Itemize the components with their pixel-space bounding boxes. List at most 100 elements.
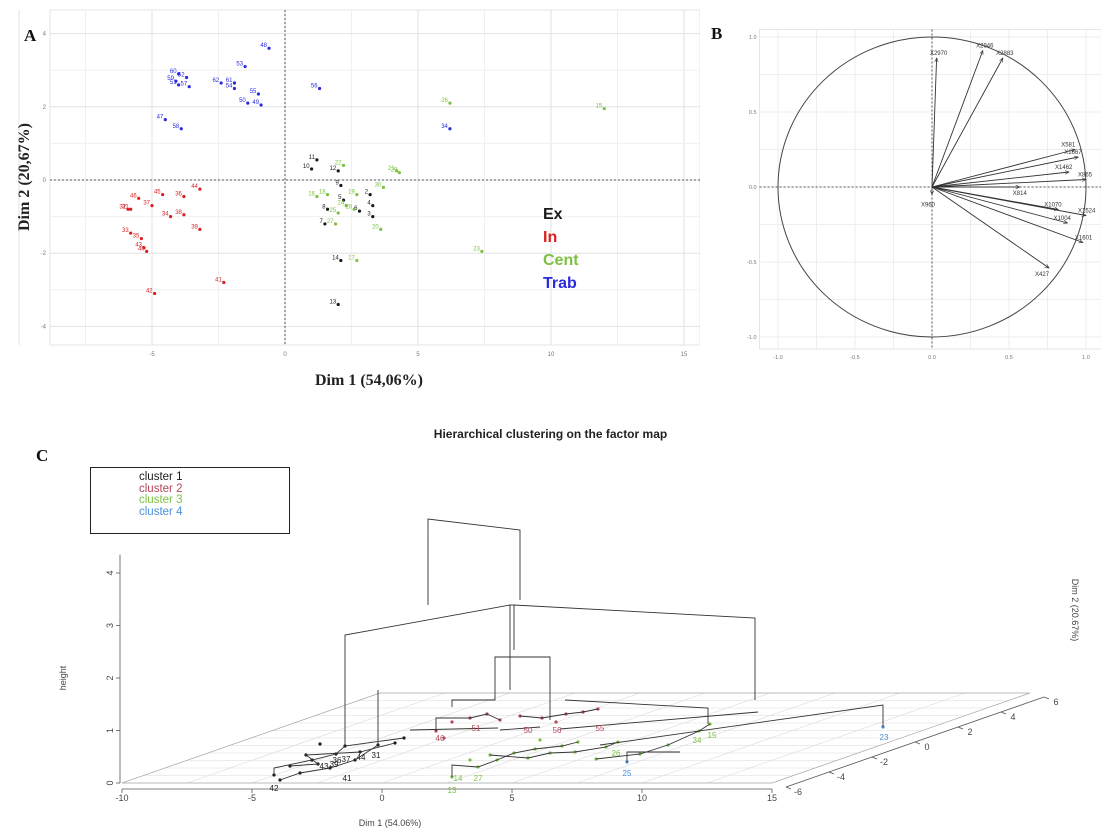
panel-a-point-label: 2 <box>365 190 369 196</box>
panel-a-point <box>198 187 202 191</box>
panel-a-point-label: 19 <box>348 190 355 196</box>
panel-a-point-label: 22 <box>335 160 342 166</box>
panel-a-x-axis-title: Dim 1 (54,06%) <box>315 372 423 389</box>
panel-b-vector-label: X1667 <box>1064 150 1082 156</box>
panel-a-point <box>336 302 340 307</box>
panel-a-point-label: 39 <box>191 224 198 230</box>
panel-c-dendrogram-branch <box>409 727 499 731</box>
panel-a-point <box>174 79 178 83</box>
panel-c-leaf-point <box>318 742 322 746</box>
panel-c-y-tick <box>871 756 878 760</box>
panel-c-leaf-label: 55 <box>596 724 605 733</box>
panel-a-point-label: 62 <box>212 78 219 84</box>
panel-a-point-label: 26 <box>441 98 448 104</box>
panel-a-point <box>187 85 191 89</box>
panel-a-point <box>333 222 338 226</box>
panel-c-leaf-label: 46 <box>436 734 445 743</box>
panel-a-point-label: 43 <box>135 243 142 249</box>
panel-a-point-label: 20 <box>372 224 379 230</box>
panel-c-dendrogram-branch <box>513 604 756 700</box>
panel-a-point <box>397 171 401 175</box>
panel-c-legend-entry: cluster 4 <box>139 505 183 518</box>
panel-a-point-label: 11 <box>309 155 316 161</box>
panel-a-point-label: 31 <box>122 204 129 210</box>
panel-a-point <box>325 193 330 197</box>
panel-a-point-label: 21 <box>388 166 395 172</box>
panel-c-y-tick-label: 2 <box>967 727 972 737</box>
panel-a-point-label: 49 <box>252 100 259 106</box>
panel-c-legend-entry: cluster 2 <box>139 482 183 495</box>
panel-a-point-label: 10 <box>303 164 310 170</box>
panel-c-dendrogram-branch <box>451 690 496 707</box>
panel-c-dendrogram-branch <box>559 711 759 730</box>
panel-c-leaf-label: 31 <box>372 751 381 760</box>
panel-c-leaf-point <box>554 720 558 724</box>
panel-c-z-axis-title: height <box>58 665 68 690</box>
panel-a-point <box>448 101 452 105</box>
panel-c-y-axis-title: Dim 2 (20.67%) <box>1070 579 1080 642</box>
panel-a-point-label: 24 <box>337 201 344 207</box>
panel-a-point-label: 36 <box>175 191 182 197</box>
panel-c-z-tick-label: 4 <box>105 570 115 575</box>
panel-b-y-tick-label: -0.5 <box>747 260 756 266</box>
panel-a-y-tick-label: 0 <box>43 178 47 184</box>
panel-c-dendrogram-branch <box>599 704 884 746</box>
panel-a-point <box>169 215 173 219</box>
panel-a-point <box>256 92 260 96</box>
panel-a-point-label: 58 <box>173 124 180 130</box>
panel-b-x-tick-label: -1.0 <box>773 355 782 361</box>
panel-c-x-tick-label: 5 <box>509 793 514 803</box>
panel-c-title: Hierarchical clustering on the factor ma… <box>433 427 668 441</box>
panel-a-y-tick-label: 4 <box>43 32 47 38</box>
panel-b-y-tick-label: 0.0 <box>749 185 757 191</box>
panel-a-point <box>177 83 181 87</box>
panel-a-point <box>182 213 186 217</box>
panel-c-y-tick-label: -6 <box>794 787 802 797</box>
panel-b-vector-arrow <box>931 172 1069 188</box>
panel-a-point <box>184 75 189 80</box>
panel-a-point <box>371 204 375 208</box>
panel-a-point <box>145 249 149 253</box>
panel-a-point <box>339 258 343 263</box>
panel-a-legend-entry: Ex <box>543 206 563 223</box>
panel-a-point-label: 55 <box>250 89 257 95</box>
panel-a-letter: A <box>24 26 37 45</box>
panel-c-merge-line <box>489 741 619 759</box>
panel-c-leaf-label: 42 <box>270 784 279 793</box>
panel-c-leaf-label: 37 <box>342 755 351 764</box>
panel-b-y-tick-label: 0.5 <box>749 110 757 116</box>
panel-a-point-label: 52 <box>178 73 185 79</box>
panel-a-point-label: 38 <box>175 210 182 216</box>
panel-c-legend-entry: cluster 1 <box>139 471 183 483</box>
panel-a-point <box>336 211 340 215</box>
panel-a-y-tick-label: -2 <box>41 251 47 257</box>
panel-a-legend-entry: Cent <box>543 252 579 269</box>
panel-a-point <box>246 101 250 105</box>
panel-c-legend-entry: cluster 3 <box>139 494 183 506</box>
panel-c-leaf-label: 23 <box>880 733 889 742</box>
panel-a-point <box>137 196 141 200</box>
panel-c-merge-line <box>519 708 599 719</box>
panel-c-leaf-point <box>450 720 454 724</box>
panel-a-point <box>355 258 359 263</box>
panel-c-y-tick <box>957 726 964 730</box>
panel-b-vector-label: X2883 <box>996 51 1014 57</box>
panel-a-point <box>198 227 202 232</box>
panel-c-merge-line <box>435 713 501 731</box>
panel-b-vector-arrow <box>931 186 1086 216</box>
panel-a-point <box>325 207 330 211</box>
panel-a-point <box>126 207 130 211</box>
panel-c-merge-line <box>595 753 641 760</box>
panel-c-dendrogram-branch <box>564 699 709 724</box>
panel-c-leaf-label: 34 <box>693 736 702 745</box>
panel-c-y-tick <box>828 771 835 775</box>
panel-a-point-label: 29 <box>391 168 398 174</box>
panel-a-point <box>182 194 186 199</box>
panel-c-leaf-label: 15 <box>708 731 717 740</box>
panel-c-y-tick-label: 6 <box>1053 697 1058 707</box>
panel-a-point <box>243 64 247 69</box>
panel-a-point-label: 37 <box>143 201 150 207</box>
panel-c-z-tick-label: 0 <box>105 780 115 785</box>
panel-a-point-label: 8 <box>322 204 326 210</box>
